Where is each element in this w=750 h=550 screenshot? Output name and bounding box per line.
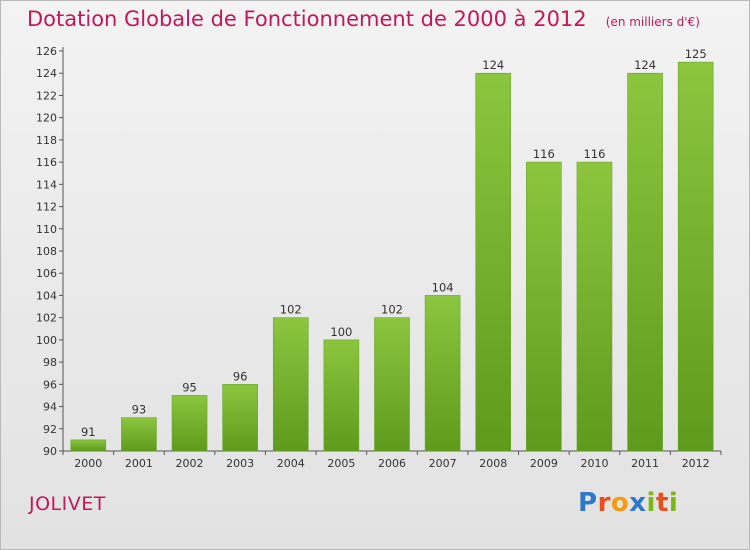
bar [627,72,663,452]
y-tick-label: 112 [36,201,57,214]
bar [323,339,360,452]
x-tick-label: 2000 [74,457,102,470]
y-tick-label: 98 [43,356,57,369]
chart-title-block: Dotation Globale de Fonctionnement de 20… [27,7,700,31]
data-label: 116 [583,147,605,161]
bar [121,417,157,452]
y-tick-label: 118 [36,134,57,147]
x-tick-label: 2010 [580,457,608,470]
logo-letter: i [646,488,656,518]
y-tick-label: 108 [36,245,57,258]
x-tick-label: 2009 [530,457,558,470]
data-label: 100 [330,325,352,339]
data-label: 104 [432,280,454,294]
x-tick-label: 2003 [226,457,254,470]
x-tick-label: 2007 [429,457,457,470]
x-tick-label: 2004 [277,457,305,470]
y-tick-label: 110 [36,223,57,236]
logo-letter: t [655,488,669,518]
y-tick-label: 94 [43,401,57,414]
data-label: 116 [533,147,555,161]
y-tick-label: 106 [36,267,57,280]
y-tick-label: 100 [36,334,57,347]
bar [171,395,208,452]
x-tick-label: 2001 [125,457,153,470]
y-tick-label: 116 [36,156,57,169]
data-label: 124 [634,58,656,72]
logo-letter: o [610,488,630,518]
data-label: 124 [482,58,504,72]
y-tick-label: 90 [43,445,57,458]
data-label: 93 [132,403,147,417]
logo-letter: P [578,488,598,518]
y-tick-label: 122 [36,89,57,102]
proxiti-logo[interactable]: Proxiti [578,488,678,518]
data-label: 102 [280,303,302,317]
y-tick-label: 114 [36,178,57,191]
bar [576,161,613,452]
data-label: 96 [233,369,248,383]
bar [374,317,410,452]
bar [222,384,258,452]
bar [70,439,107,452]
data-label: 125 [685,47,707,61]
bar [677,61,714,452]
y-tick-label: 124 [36,67,57,80]
bar [526,161,562,452]
chart-title: Dotation Globale de Fonctionnement de 20… [27,7,587,31]
bar [272,317,309,452]
data-label: 102 [381,303,403,317]
y-tick-label: 102 [36,312,57,325]
x-tick-label: 2002 [176,457,204,470]
x-tick-label: 2011 [631,457,659,470]
chart-unit: (en milliers d'€) [605,15,700,29]
x-tick-label: 2005 [327,457,355,470]
y-tick-label: 126 [36,45,57,58]
x-tick-label: 2012 [682,457,710,470]
logo-letter: x [629,488,647,518]
logo-letter: r [597,488,611,518]
data-label: 91 [81,425,96,439]
y-tick-label: 120 [36,112,57,125]
y-tick-label: 104 [36,289,57,302]
data-label: 95 [182,380,197,394]
x-tick-label: 2008 [479,457,507,470]
logo-letter: i [668,488,679,518]
bar [424,295,461,452]
y-tick-label: 92 [43,423,57,436]
commune-name: JOLIVET [29,493,106,515]
bar [475,72,512,452]
x-tick-label: 2006 [378,457,406,470]
y-tick-label: 96 [43,378,57,391]
